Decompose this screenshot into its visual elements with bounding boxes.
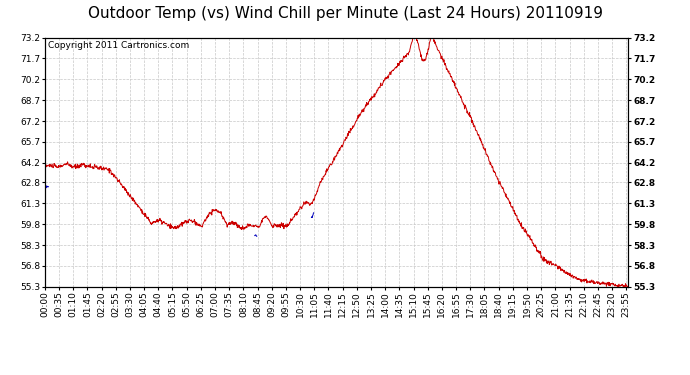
Text: Copyright 2011 Cartronics.com: Copyright 2011 Cartronics.com — [48, 41, 189, 50]
Text: Outdoor Temp (vs) Wind Chill per Minute (Last 24 Hours) 20110919: Outdoor Temp (vs) Wind Chill per Minute … — [88, 6, 602, 21]
